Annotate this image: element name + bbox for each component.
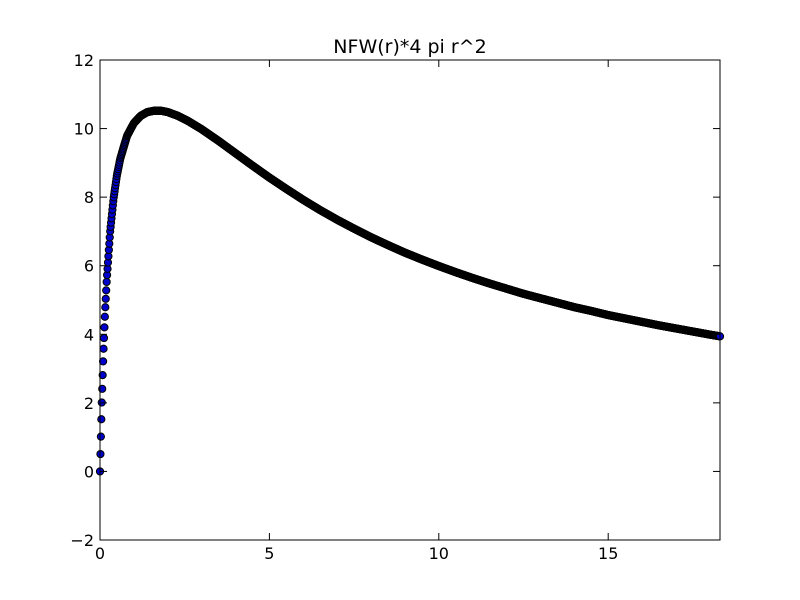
- plot-area-frame: [99, 59, 721, 541]
- y-tick-label: 12: [74, 51, 94, 70]
- y-tick-label: 8: [84, 188, 94, 207]
- y-tick-label: 2: [84, 394, 94, 413]
- data-point: [98, 370, 107, 380]
- chart-title: NFW(r)*4 pi r^2: [333, 36, 486, 58]
- data-point: [96, 432, 105, 441]
- data-point: [99, 357, 108, 366]
- data-point: [100, 312, 109, 321]
- y-tick-label: 10: [74, 120, 94, 139]
- x-tick-label: 5: [264, 544, 274, 563]
- x-tick-label: 0: [95, 544, 105, 563]
- data-point: [101, 294, 110, 303]
- y-tick-label: 4: [84, 325, 94, 344]
- x-tick-label: 10: [429, 544, 449, 563]
- data-point: [99, 344, 108, 353]
- data-point: [97, 415, 106, 424]
- data-point: [102, 286, 111, 295]
- x-tick-label: 15: [598, 544, 618, 563]
- data-markers: [95, 106, 725, 476]
- y-tick-label: 0: [84, 462, 94, 481]
- data-point: [99, 333, 109, 343]
- data-point: [101, 303, 110, 312]
- y-tick-label: 6: [84, 257, 94, 276]
- data-point: [100, 323, 109, 332]
- y-tick-label: −2: [70, 531, 94, 550]
- data-point: [102, 277, 111, 287]
